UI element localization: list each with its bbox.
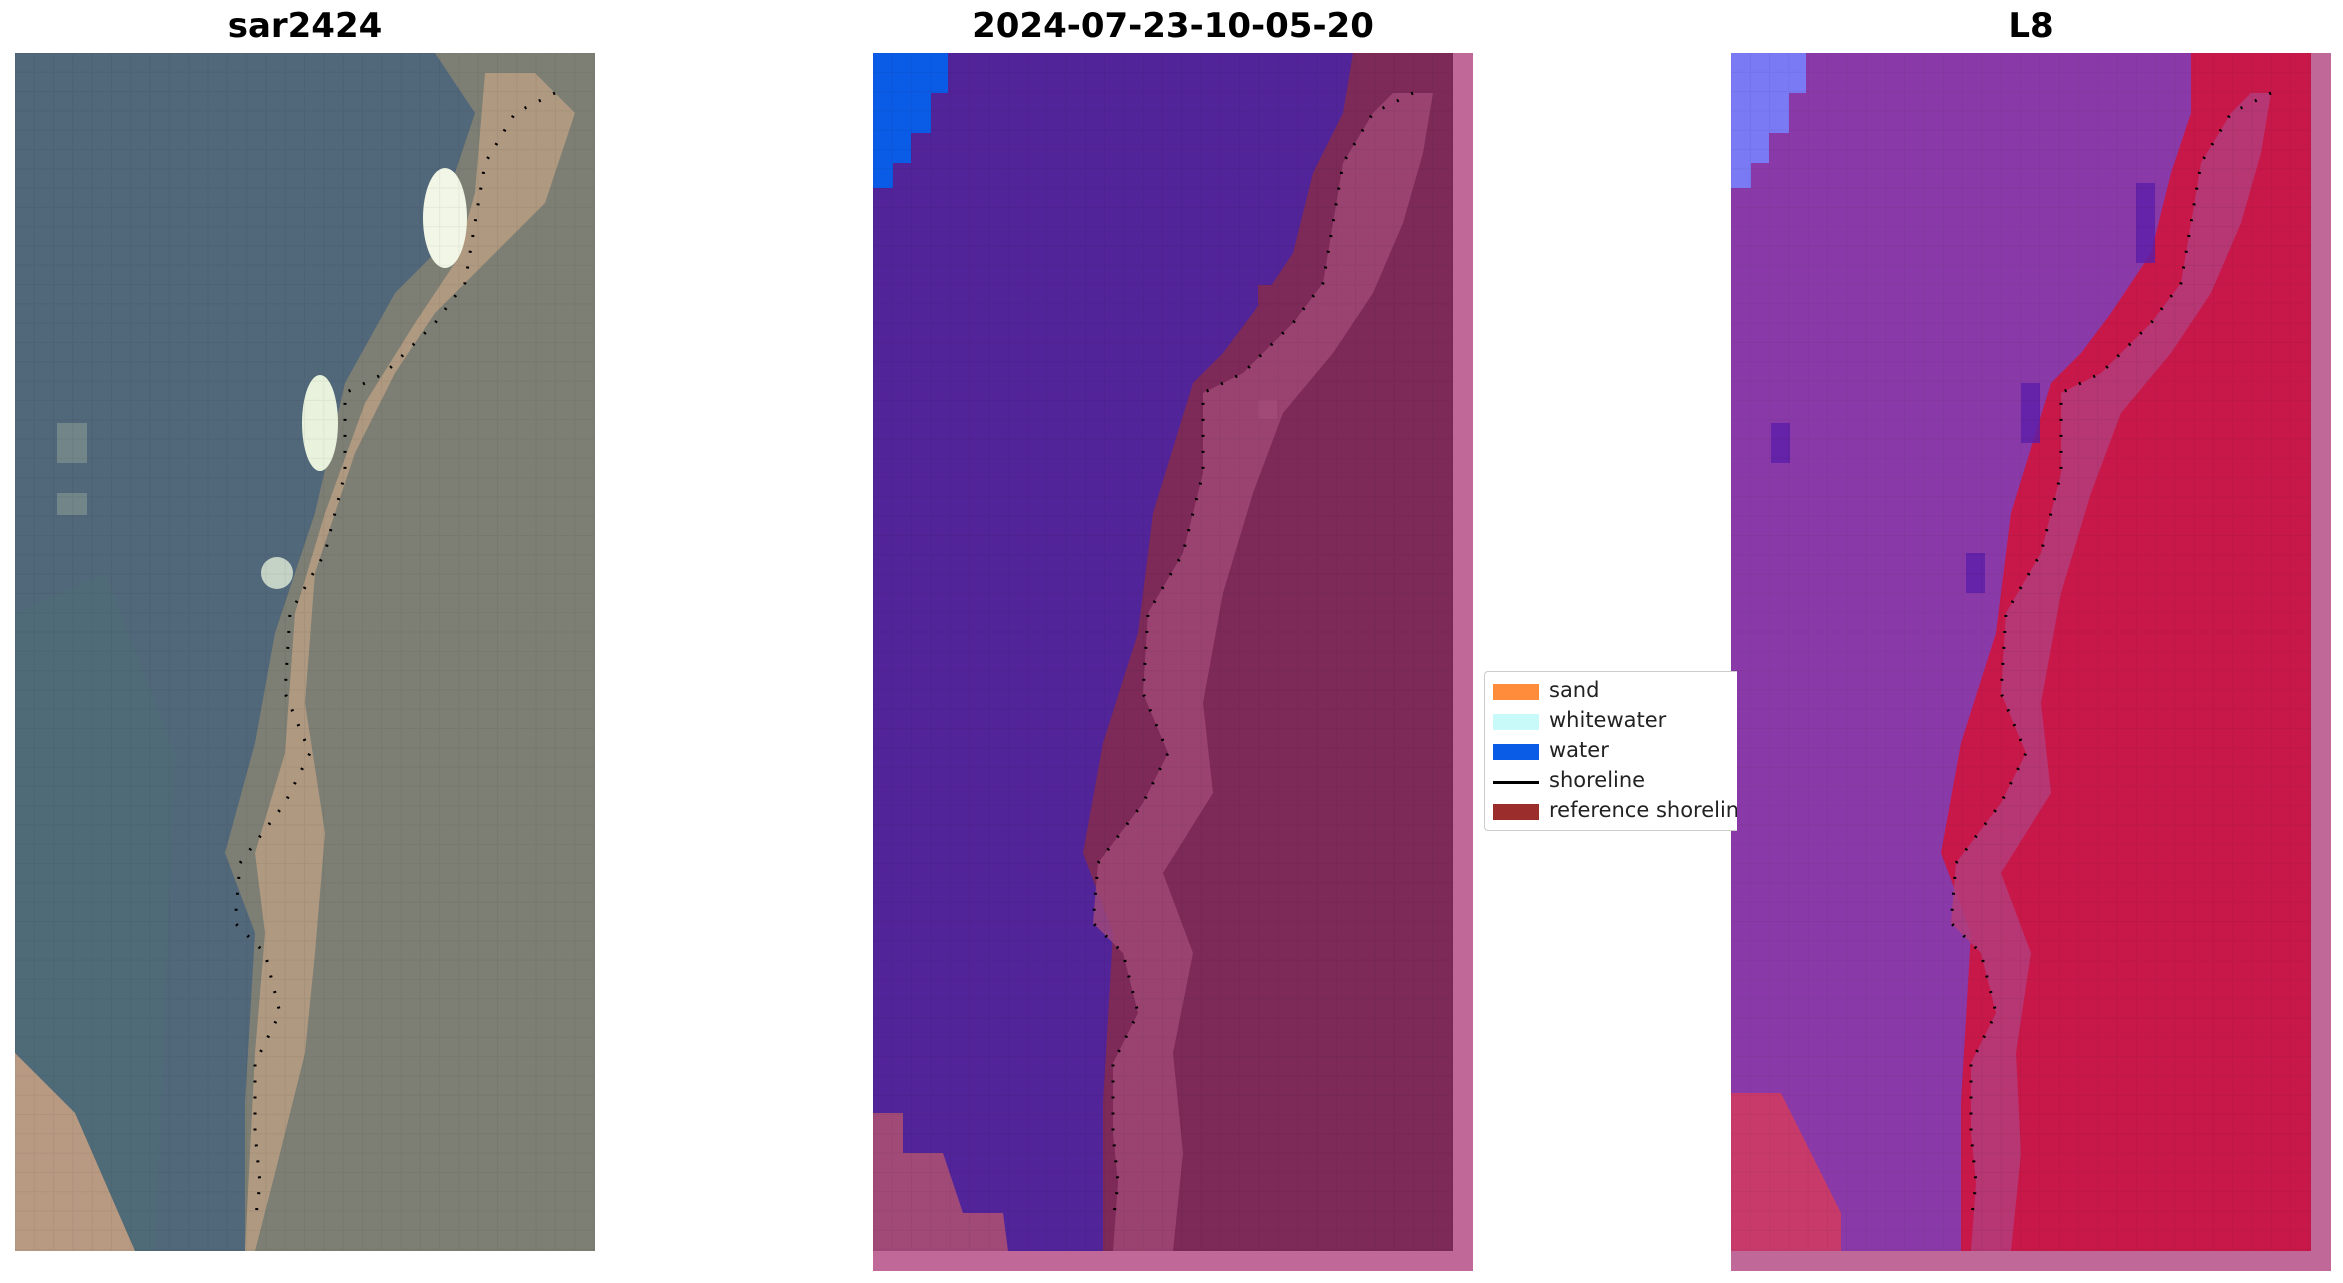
legend-item-whitewater: whitewater — [1485, 706, 1737, 736]
panel-title-classified: 2024-07-23-10-05-20 — [972, 6, 1374, 46]
legend-label-sand: sand — [1549, 678, 1600, 702]
rgb-image-panel — [15, 53, 595, 1251]
legend-swatch-sand — [1493, 684, 1539, 700]
rgb-image — [15, 53, 595, 1251]
legend-item-reference-shoreline: reference shoreline — [1485, 796, 1737, 826]
legend-label-water: water — [1549, 738, 1609, 762]
false-color-image — [1731, 53, 2331, 1271]
classified-image-panel — [873, 53, 1473, 1271]
legend-item-water: water — [1485, 736, 1737, 766]
panel-title-false-color: L8 — [2008, 6, 2054, 46]
legend-item-sand: sand — [1485, 676, 1737, 706]
legend-swatch-water — [1493, 744, 1539, 760]
legend-item-shoreline: shoreline — [1485, 766, 1737, 796]
legend-swatch-reference-shoreline — [1493, 804, 1539, 820]
legend-label-shoreline: shoreline — [1549, 768, 1646, 792]
false-color-image-panel — [1731, 53, 2331, 1271]
legend: sand whitewater water shoreline referenc… — [1484, 671, 1737, 831]
classified-image — [873, 53, 1473, 1271]
legend-label-reference-shoreline: reference shoreline — [1549, 798, 1737, 822]
panel-title-rgb: sar2424 — [227, 6, 383, 46]
legend-swatch-whitewater — [1493, 714, 1539, 730]
legend-line-shoreline — [1493, 781, 1539, 784]
legend-label-whitewater: whitewater — [1549, 708, 1667, 732]
